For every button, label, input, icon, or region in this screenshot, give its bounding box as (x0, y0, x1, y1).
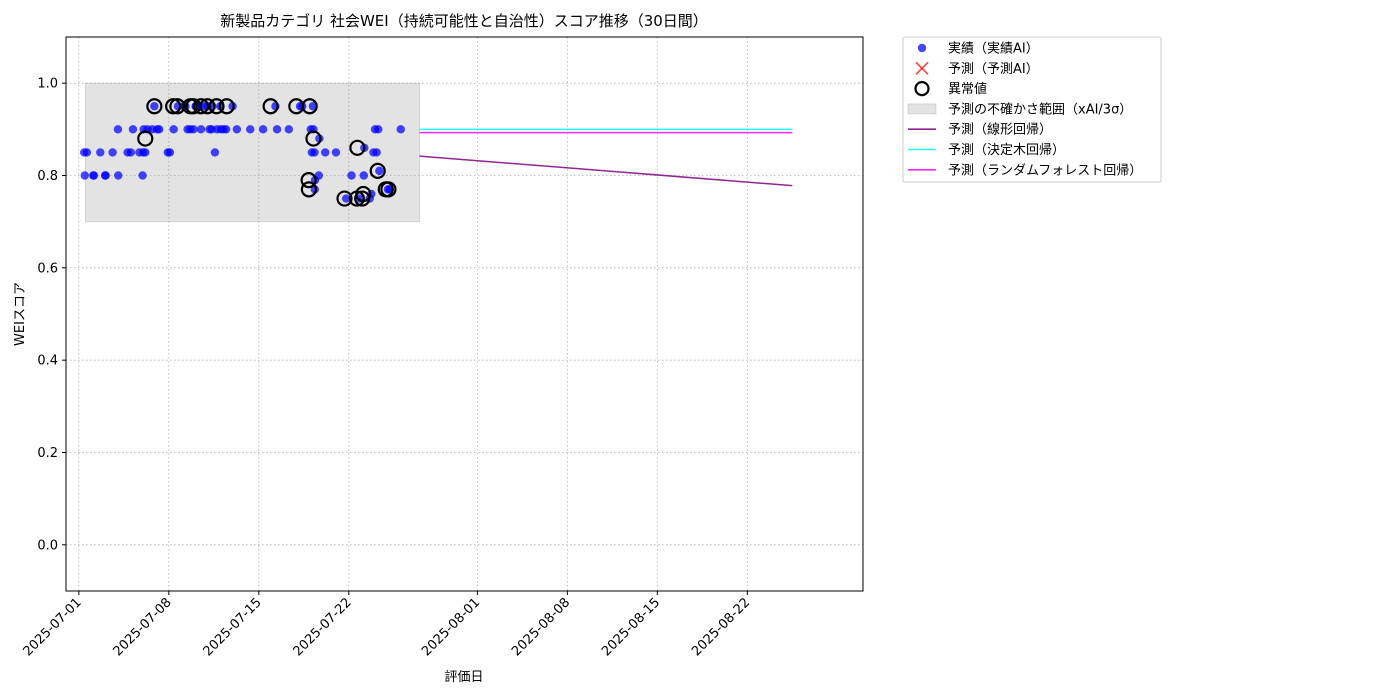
x-axis: 2025-07-01 2025-07-08 2025-07-15 2025-07-22… (21, 591, 753, 659)
legend-dot-marker (917, 43, 927, 53)
legend-band-swatch (907, 103, 937, 115)
legend-label: 異常値 (948, 81, 987, 97)
anomaly-marker (301, 98, 318, 115)
x-tick-label: 2025-07-01 (21, 595, 85, 659)
legend-ring-marker (914, 80, 930, 97)
anomaly-marker (165, 98, 182, 115)
y-tick-label: 0.6 (37, 261, 58, 276)
anomaly-marker (192, 98, 210, 115)
actual-point (359, 171, 369, 180)
legend-x-marker (915, 61, 929, 75)
legend-label: 予測（決定木回帰） (948, 142, 1065, 158)
anomaly-marker (300, 181, 318, 198)
actual-point (128, 125, 138, 134)
actual-point (228, 102, 237, 111)
actual-point (80, 171, 89, 180)
anomaly-points (137, 98, 397, 207)
y-axis: 0.0 0.2 0.4 0.6 0.8 1.0 (37, 77, 66, 553)
anomaly-marker (380, 181, 397, 198)
actual-point (375, 166, 384, 176)
actual-point (210, 148, 220, 157)
actual-point (232, 125, 242, 134)
chart-title: 新製品カテゴリ 社会WEI（持続可能性と自治性）スコア推移（30日間） (220, 12, 708, 30)
actual-point (101, 171, 110, 180)
x-tick-label: 2025-07-22 (291, 595, 355, 659)
actual-point (331, 148, 341, 157)
x-tick-label: 2025-08-08 (509, 595, 573, 659)
legend-label: 予測（線形回帰） (948, 122, 1052, 138)
y-tick-label: 1.0 (37, 77, 58, 92)
y-tick-label: 0.2 (37, 446, 58, 461)
actual-point (321, 148, 330, 157)
actual-points (80, 102, 405, 203)
grid (66, 37, 863, 591)
x-tick-label: 2025-08-01 (419, 595, 483, 659)
actual-point (138, 171, 147, 180)
actual-point (169, 125, 178, 134)
plot-frame (65, 36, 864, 592)
anomaly-marker (218, 98, 235, 115)
actual-point (221, 125, 231, 134)
actual-point (374, 125, 383, 134)
actual-point (396, 125, 405, 134)
x-tick-label: 2025-08-15 (599, 595, 663, 659)
actual-point (113, 125, 123, 134)
actual-point (150, 102, 159, 111)
anomaly-marker (349, 139, 366, 156)
actual-point (246, 125, 255, 134)
anomaly-marker (336, 190, 353, 207)
anomaly-marker (355, 185, 372, 203)
legend-label: 予測の不確かさ範囲（xAI/3σ） (948, 101, 1132, 117)
y-tick-label: 0.8 (37, 169, 58, 184)
y-axis-label: WEIスコア (13, 282, 28, 346)
actual-point (89, 171, 99, 180)
actual-point (347, 171, 356, 180)
anomaly-marker (169, 98, 186, 115)
legend-frame (902, 36, 1162, 183)
actual-point (315, 134, 324, 143)
actual-point (196, 125, 206, 134)
x-tick-label: 2025-08-22 (689, 595, 753, 659)
actual-point (314, 171, 324, 180)
actual-point (310, 185, 319, 194)
actual-point (96, 148, 105, 157)
anomaly-marker (369, 162, 386, 179)
anomaly-marker (305, 130, 322, 147)
actual-point (284, 125, 294, 134)
x-axis-label: 評価日 (444, 670, 483, 685)
y-tick-label: 0.0 (37, 538, 58, 553)
actual-point (141, 148, 150, 157)
actual-point (154, 125, 164, 134)
actual-point (372, 148, 381, 157)
actual-point (165, 148, 175, 157)
x-tick-label: 2025-07-08 (111, 595, 175, 659)
anomaly-marker (146, 98, 163, 115)
forecast-line (419, 155, 793, 187)
forecast-lines (419, 128, 793, 187)
anomaly-marker (208, 98, 225, 115)
actual-point (82, 148, 92, 157)
anomaly-marker (137, 130, 154, 147)
actual-point (258, 125, 268, 134)
anomaly-marker (300, 172, 317, 189)
actual-point (341, 194, 351, 203)
anomaly-marker (199, 98, 216, 115)
anomaly-marker (262, 98, 279, 115)
legend-label: 予測（ランダムフォレスト回帰） (948, 162, 1142, 178)
actual-point (189, 125, 198, 134)
legend-label: 予測（予測AI） (948, 62, 1039, 77)
actual-point (108, 148, 117, 157)
actual-point (114, 171, 123, 180)
y-tick-label: 0.4 (37, 354, 58, 369)
actual-point (310, 148, 319, 157)
legend-label: 実績（実績AI） (948, 41, 1039, 57)
x-tick-label: 2025-07-15 (201, 595, 265, 659)
actual-point (272, 125, 282, 134)
actual-point (126, 148, 136, 157)
actual-point (308, 102, 318, 111)
